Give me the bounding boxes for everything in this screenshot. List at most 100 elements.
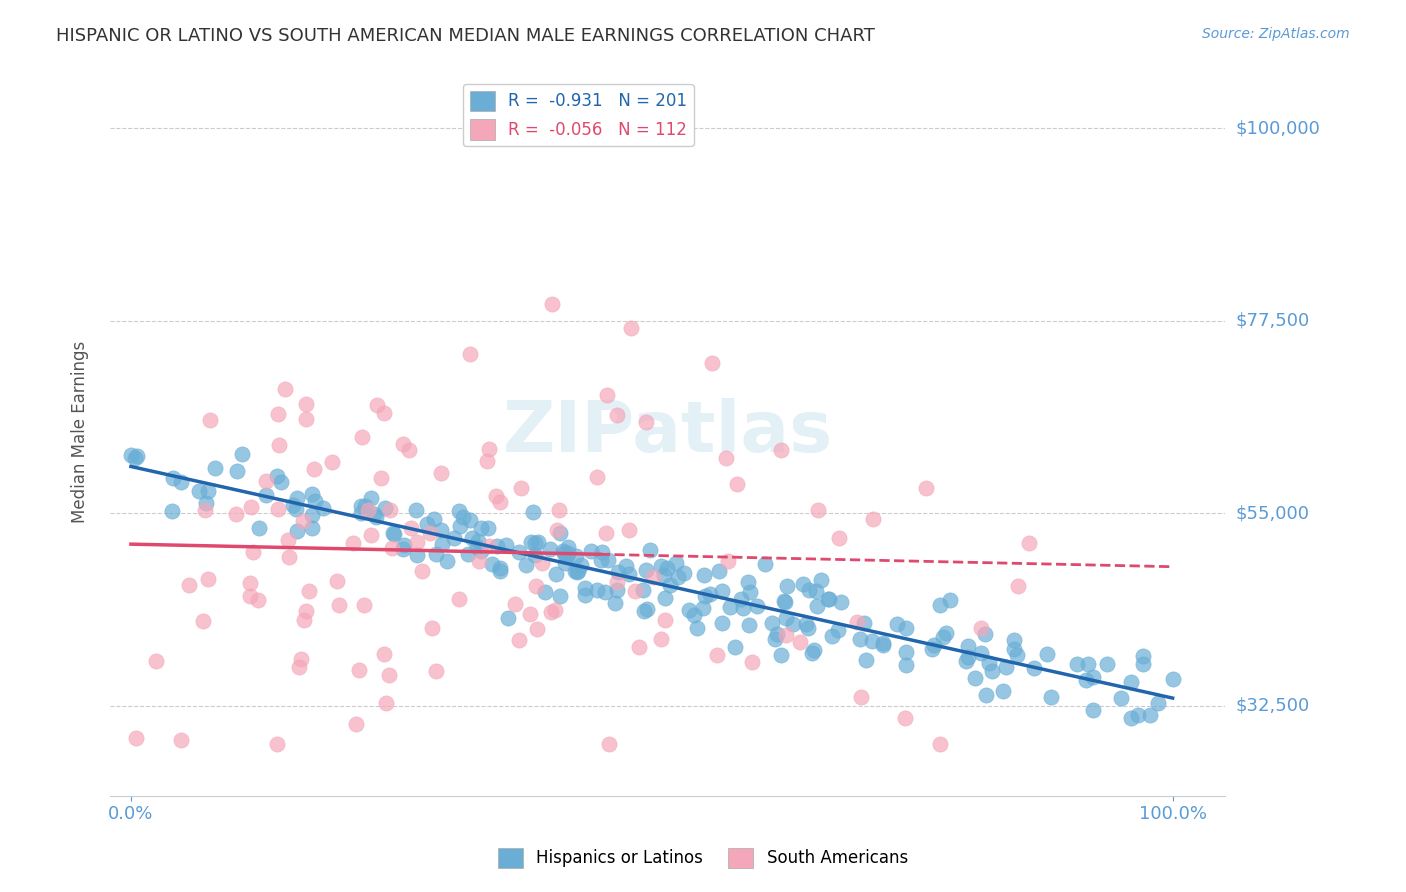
Point [921, 641, 943, 656]
Point [922, 638, 945, 652]
Point [285, 524, 308, 538]
Point [295, 604, 318, 618]
Point [485, 489, 508, 503]
Point [225, 507, 247, 521]
Point [853, 615, 876, 630]
Point [240, 500, 263, 515]
Point [278, 549, 301, 564]
Point [124, 731, 146, 746]
Point [1002, 642, 1025, 657]
Point [266, 738, 288, 752]
Point [291, 515, 314, 529]
Point [1139, 708, 1161, 723]
Point [969, 646, 991, 660]
Point [524, 536, 547, 550]
Point [763, 632, 786, 647]
Point [523, 548, 546, 562]
Point [247, 592, 270, 607]
Point [470, 544, 492, 558]
Point [547, 523, 569, 537]
Point [406, 549, 429, 563]
Point [849, 690, 872, 705]
Point [557, 546, 579, 560]
Point [540, 605, 562, 619]
Point [848, 632, 870, 646]
Point [686, 621, 709, 635]
Point [1040, 690, 1063, 704]
Point [682, 608, 704, 623]
Point [574, 588, 596, 602]
Point [596, 387, 619, 401]
Point [467, 533, 489, 548]
Point [274, 382, 297, 396]
Point [443, 531, 465, 545]
Point [321, 455, 343, 469]
Point [974, 688, 997, 702]
Point [430, 537, 453, 551]
Point [375, 696, 398, 710]
Point [769, 442, 792, 457]
Point [929, 598, 952, 612]
Point [672, 566, 695, 580]
Point [519, 607, 541, 621]
Point [955, 654, 977, 668]
Point [485, 539, 508, 553]
Point [1077, 657, 1099, 671]
Point [872, 636, 894, 650]
Point [1109, 691, 1132, 706]
Point [301, 487, 323, 501]
Point [285, 491, 308, 505]
Point [775, 628, 797, 642]
Point [392, 541, 415, 556]
Point [1161, 673, 1184, 687]
Point [567, 564, 589, 578]
Point [620, 321, 643, 335]
Point [804, 584, 827, 599]
Point [640, 543, 662, 558]
Point [1018, 536, 1040, 550]
Point [974, 627, 997, 641]
Point [366, 509, 388, 524]
Point [350, 507, 373, 521]
Point [579, 543, 602, 558]
Point [707, 564, 730, 578]
Point [269, 438, 291, 452]
Point [478, 442, 501, 456]
Point [827, 623, 849, 637]
Point [457, 547, 479, 561]
Point [546, 567, 568, 582]
Point [281, 498, 304, 512]
Point [177, 578, 200, 592]
Point [547, 503, 569, 517]
Point [304, 494, 326, 508]
Point [693, 568, 716, 582]
Point [731, 601, 754, 615]
Point [380, 503, 402, 517]
Point [628, 640, 651, 654]
Point [461, 532, 484, 546]
Point [586, 582, 609, 597]
Point [643, 570, 665, 584]
Point [254, 488, 277, 502]
Point [606, 409, 628, 423]
Point [127, 449, 149, 463]
Point [574, 581, 596, 595]
Point [350, 500, 373, 514]
Point [789, 635, 811, 649]
Point [994, 660, 1017, 674]
Point [302, 462, 325, 476]
Point [773, 594, 796, 608]
Text: HISPANIC OR LATINO VS SOUTH AMERICAN MEDIAN MALE EARNINGS CORRELATION CHART: HISPANIC OR LATINO VS SOUTH AMERICAN MED… [56, 27, 875, 45]
Point [373, 406, 395, 420]
Point [398, 443, 420, 458]
Point [935, 626, 957, 640]
Point [1024, 661, 1046, 675]
Point [773, 595, 796, 609]
Point [761, 615, 783, 630]
Point [606, 582, 628, 597]
Point [893, 711, 915, 725]
Point [197, 483, 219, 498]
Point [534, 585, 557, 599]
Point [591, 553, 613, 567]
Point [489, 564, 512, 578]
